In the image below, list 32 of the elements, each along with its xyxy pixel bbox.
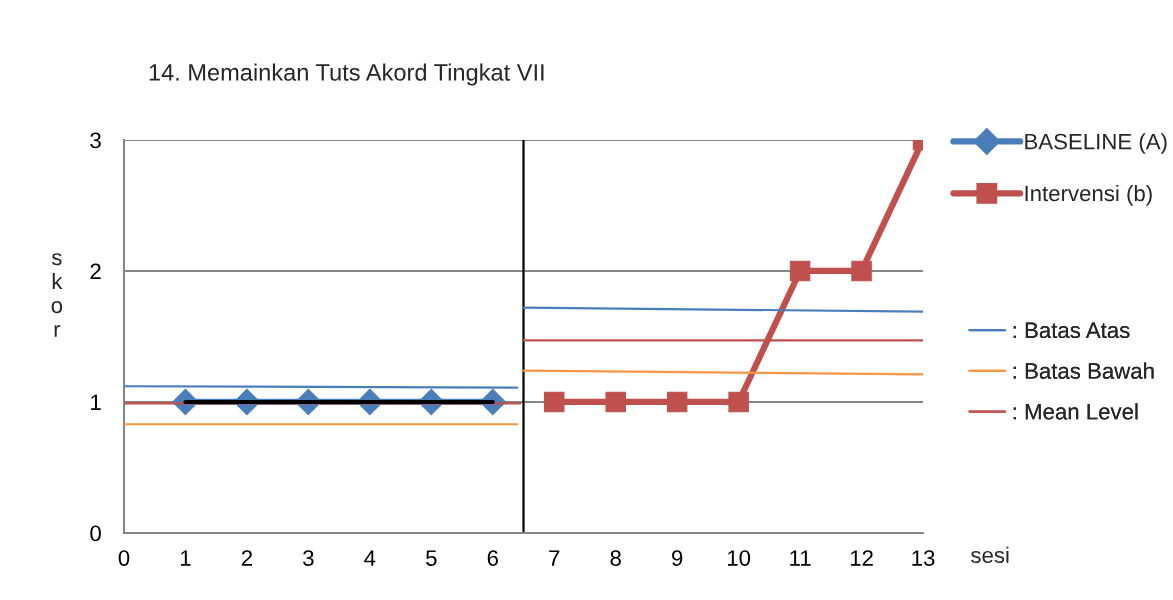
- y-tick-label: 0: [90, 525, 101, 542]
- x-tick-label: 6: [487, 550, 498, 566]
- point: [728, 391, 749, 413]
- y-tick-label: 1: [91, 394, 101, 411]
- x-tick-label: 7: [549, 550, 560, 566]
- x-axis-title: sesi: [971, 546, 1009, 564]
- x-tick-label: 8: [610, 550, 621, 566]
- y-tick-label: 3: [90, 132, 101, 149]
- y-axis-title: skor: [51, 253, 63, 337]
- x-tick-label: 11: [790, 550, 811, 566]
- legend-label: : Batas Bawah: [1013, 362, 1154, 379]
- legend-label: Intervensi (b): [1025, 184, 1152, 206]
- x-tick-label: 2: [241, 550, 252, 566]
- x-tick-label: 12: [850, 550, 873, 566]
- x-tick-label: 3: [303, 550, 314, 566]
- legend-label: : Batas Atas: [1013, 322, 1130, 339]
- point: [666, 391, 688, 413]
- point: [544, 391, 565, 413]
- x-tick-label: 0: [118, 550, 130, 566]
- legend-label: : Mean Level: [1013, 403, 1138, 420]
- x-tick-label: 9: [672, 550, 683, 566]
- point: [851, 260, 872, 282]
- x-tick-label: 5: [426, 550, 437, 566]
- x-tick-label: 4: [364, 550, 376, 566]
- y-tick-label: 2: [90, 263, 101, 280]
- chart-title: 14. Memainkan Tuts Akord Tingkat VII: [149, 63, 544, 86]
- legend-label: BASELINE (A): [1025, 133, 1167, 154]
- x-tick-label: 10: [727, 550, 751, 566]
- point: [605, 391, 626, 413]
- x-tick-label: 13: [912, 550, 935, 566]
- x-tick-label: 1: [180, 550, 191, 566]
- point: [789, 260, 811, 282]
